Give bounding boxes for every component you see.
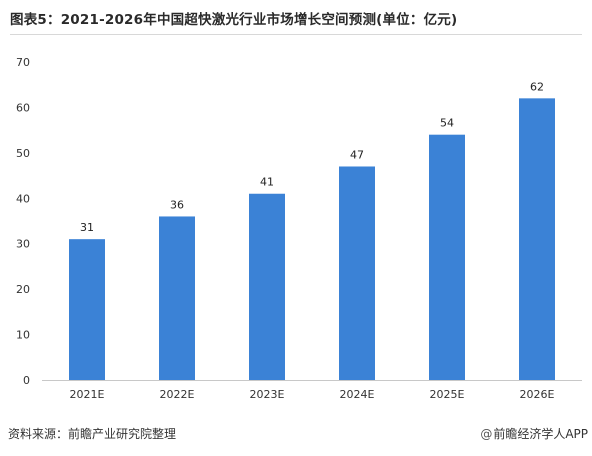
chart-title: 图表5：2021-2026年中国超快激光行业市场增长空间预测(单位：亿元) bbox=[10, 12, 458, 28]
y-tick-label: 60 bbox=[16, 101, 30, 114]
bar bbox=[339, 166, 375, 380]
x-tick-label: 2022E bbox=[160, 388, 195, 401]
bar bbox=[159, 216, 195, 380]
y-tick-label: 0 bbox=[23, 374, 30, 387]
x-tick-label: 2024E bbox=[340, 388, 375, 401]
bar-value-label: 54 bbox=[440, 117, 454, 130]
bar bbox=[69, 239, 105, 380]
y-tick-label: 50 bbox=[16, 147, 30, 160]
brand-name: 前瞻经济学人APP bbox=[493, 427, 588, 441]
x-tick-label: 2023E bbox=[250, 388, 285, 401]
title-divider bbox=[10, 34, 582, 35]
data-labels-group: 31 36 41 47 54 62 bbox=[80, 80, 544, 234]
bar-value-label: 47 bbox=[350, 148, 364, 161]
bars-group bbox=[69, 98, 555, 380]
brand-credit: @前瞻经济学人APP bbox=[480, 425, 588, 442]
y-tick-label: 30 bbox=[16, 238, 30, 251]
bar-chart: 0 10 20 30 40 50 60 70 2021E 2022E 2023E 2024E 2025… bbox=[0, 40, 592, 415]
source-note: 资料来源：前瞻产业研究院整理 bbox=[8, 427, 177, 441]
bar-value-label: 31 bbox=[80, 221, 94, 234]
x-axis: 2021E 2022E 2023E 2024E 2025E 2026E bbox=[42, 380, 582, 401]
bar bbox=[249, 193, 285, 380]
y-axis: 0 10 20 30 40 50 60 70 bbox=[16, 56, 30, 387]
x-tick-label: 2021E bbox=[70, 388, 105, 401]
x-tick-label: 2026E bbox=[520, 388, 555, 401]
y-tick-label: 70 bbox=[16, 56, 30, 69]
bar-chart-svg: 0 10 20 30 40 50 60 70 2021E 2022E 2023E 2024E 2025… bbox=[16, 56, 582, 401]
y-tick-label: 10 bbox=[16, 329, 30, 342]
footer: 资料来源：前瞻产业研究院整理 @前瞻经济学人APP bbox=[0, 419, 592, 456]
bar bbox=[429, 134, 465, 380]
y-tick-label: 20 bbox=[16, 283, 30, 296]
x-tick-label: 2025E bbox=[430, 388, 465, 401]
y-tick-label: 40 bbox=[16, 192, 30, 205]
at-sign-icon: @ bbox=[480, 427, 493, 441]
bar-value-label: 36 bbox=[170, 198, 184, 211]
bar-value-label: 41 bbox=[260, 176, 274, 189]
bar bbox=[519, 98, 555, 380]
bar-value-label: 62 bbox=[530, 80, 544, 93]
